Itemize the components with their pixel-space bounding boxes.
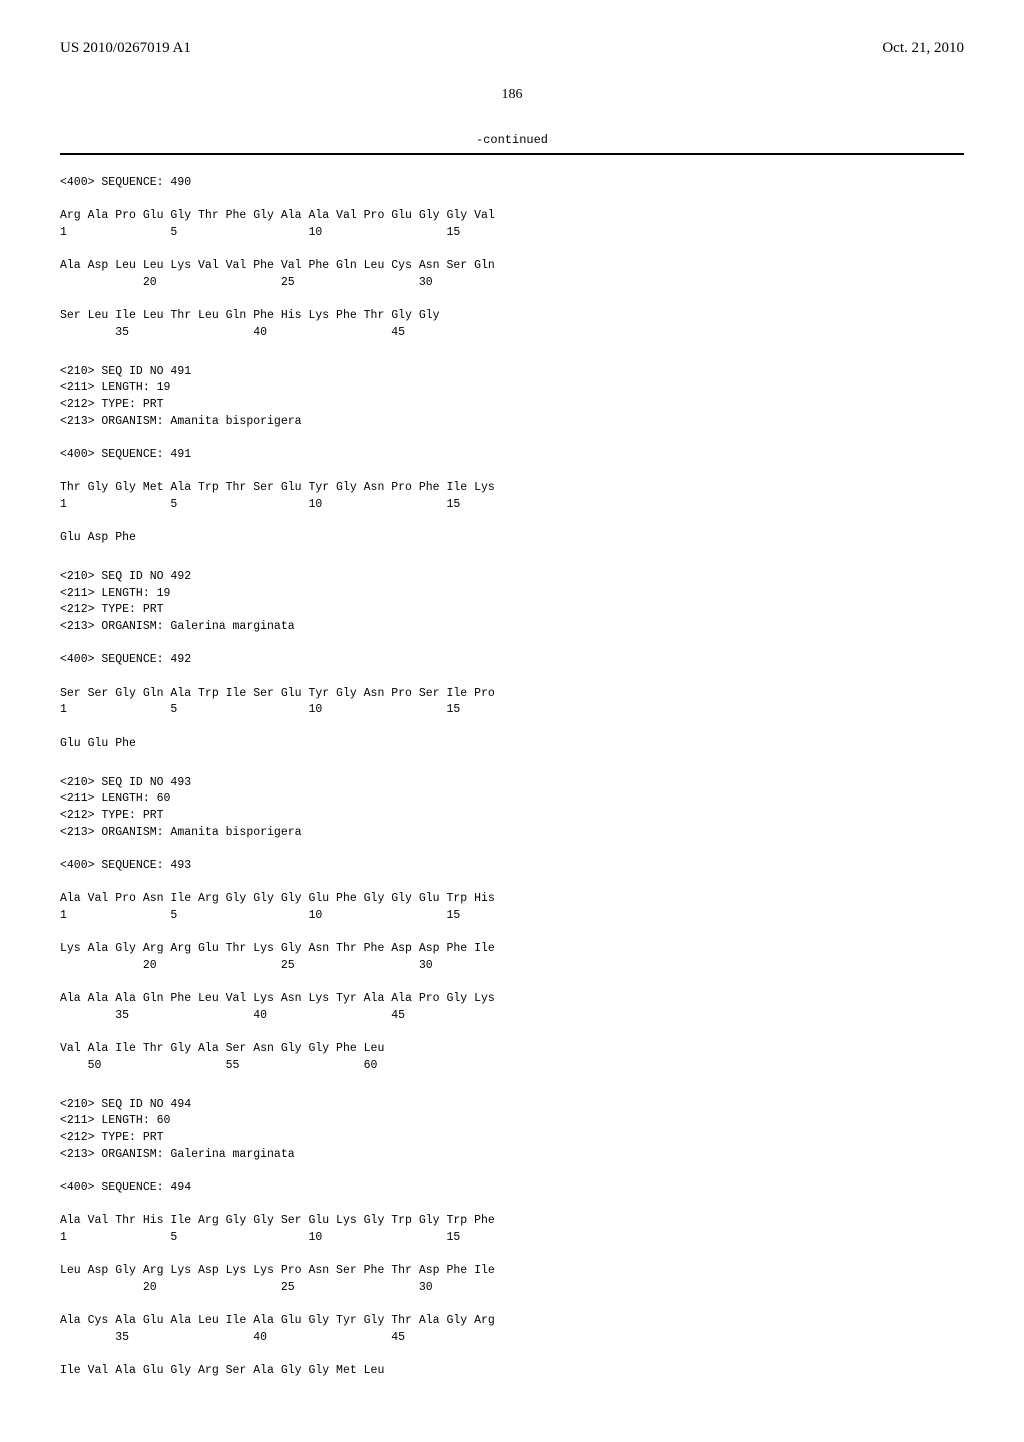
- sequence-entry: <210> SEQ ID NO 491 <211> LENGTH: 19 <21…: [60, 364, 964, 547]
- sequence-entry: <210> SEQ ID NO 492 <211> LENGTH: 19 <21…: [60, 569, 964, 752]
- page-number: 186: [60, 87, 964, 103]
- publication-date: Oct. 21, 2010: [882, 40, 964, 57]
- sequence-listing: <400> SEQUENCE: 490 Arg Ala Pro Glu Gly …: [60, 175, 964, 1380]
- section-divider: [60, 153, 964, 155]
- sequence-entry: <400> SEQUENCE: 490 Arg Ala Pro Glu Gly …: [60, 175, 964, 342]
- publication-number: US 2010/0267019 A1: [60, 40, 191, 57]
- continued-label: -continued: [60, 133, 964, 147]
- sequence-entry: <210> SEQ ID NO 493 <211> LENGTH: 60 <21…: [60, 775, 964, 1075]
- sequence-entry: <210> SEQ ID NO 494 <211> LENGTH: 60 <21…: [60, 1097, 964, 1380]
- page-header: US 2010/0267019 A1 Oct. 21, 2010: [60, 40, 964, 57]
